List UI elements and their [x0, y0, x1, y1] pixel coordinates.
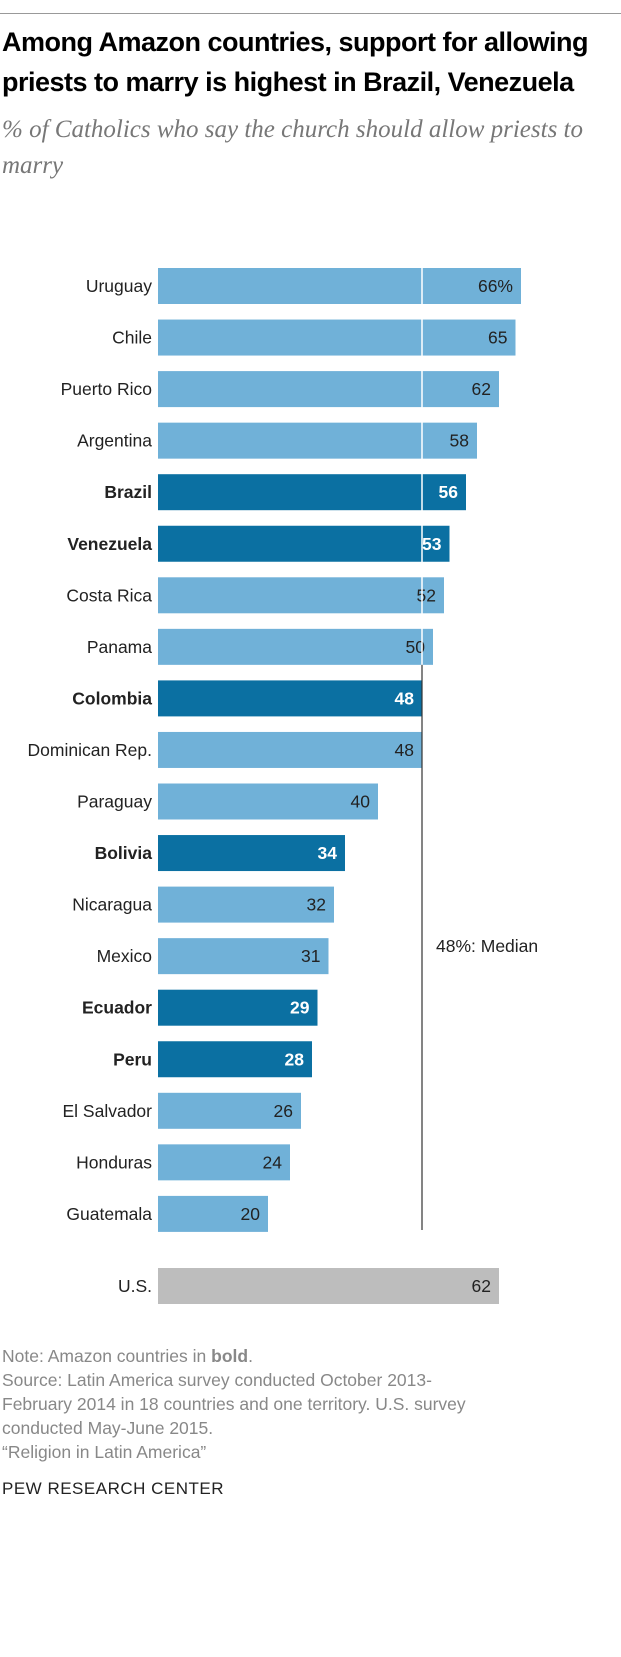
bar: [158, 938, 329, 975]
top-rule: [0, 13, 621, 14]
bar: [158, 1195, 268, 1232]
value-label: 52: [417, 585, 436, 605]
category-label: Honduras: [76, 1152, 152, 1172]
bar: [158, 783, 378, 820]
category-label: Ecuador: [82, 998, 152, 1018]
source-line-3: conducted May-June 2015.: [2, 1418, 214, 1438]
value-label: 48: [395, 688, 415, 708]
bar: [158, 1041, 312, 1078]
note-bold: bold: [211, 1346, 249, 1366]
value-label: 28: [285, 1049, 305, 1069]
brand-label: PEW RESEARCH CENTER: [2, 1479, 225, 1498]
bar: [158, 422, 477, 459]
bar: [158, 989, 318, 1026]
value-label: 20: [241, 1204, 261, 1224]
category-label: U.S.: [118, 1276, 152, 1296]
note-block: Note: Amazon countries in bold. Source: …: [2, 1344, 619, 1464]
category-label: Puerto Rico: [61, 379, 152, 399]
chart-title: Among Amazon countries, support for allo…: [2, 27, 589, 97]
bar: [158, 628, 433, 665]
note-prefix: Note: Amazon countries in: [2, 1346, 212, 1366]
value-label: 24: [263, 1152, 283, 1172]
median-label: 48%: Median: [436, 936, 538, 956]
category-label: Nicaragua: [72, 895, 152, 915]
bar: [158, 371, 499, 408]
note-suffix: .: [248, 1346, 253, 1366]
value-label: 34: [318, 843, 338, 863]
bar: [158, 1144, 290, 1181]
category-label: Brazil: [104, 482, 152, 502]
category-label: Mexico: [97, 946, 152, 966]
chart-subtitle: % of Catholics who say the church should…: [2, 116, 584, 179]
value-label: 26: [274, 1101, 293, 1121]
value-label: 56: [439, 482, 459, 502]
bar: [158, 731, 422, 768]
bar-chart: Uruguay 66% Chile 65 Puerto Rico 62 Argentina 5…: [28, 266, 538, 1304]
category-label: Paraguay: [77, 792, 152, 812]
value-label: 62: [472, 1276, 491, 1296]
category-label: Costa Rica: [66, 585, 152, 605]
bar: [158, 319, 516, 356]
bar: [158, 525, 450, 562]
bar: [158, 886, 334, 923]
value-label: 31: [301, 946, 320, 966]
category-label: Colombia: [72, 688, 152, 708]
category-label: Bolivia: [95, 843, 153, 863]
value-label: 40: [351, 792, 371, 812]
bar: [158, 835, 345, 872]
bar: [158, 1268, 499, 1304]
bar: [158, 474, 466, 511]
category-label: Dominican Rep.: [28, 740, 153, 760]
category-label: Chile: [112, 328, 152, 348]
value-label: 48: [395, 740, 414, 760]
category-label: Guatemala: [66, 1204, 152, 1224]
bar: [158, 1092, 301, 1129]
value-label: 50: [406, 637, 426, 657]
value-label: 32: [307, 895, 326, 915]
category-label: Panama: [87, 637, 152, 657]
source-line-2: February 2014 in 18 countries and one te…: [2, 1394, 466, 1414]
value-label: 62: [472, 379, 491, 399]
value-label: 58: [450, 431, 469, 451]
bar: [158, 680, 422, 717]
category-label: Argentina: [77, 431, 152, 451]
chart-header: Among Amazon countries, support for allo…: [2, 22, 619, 184]
footer: Note: Amazon countries in bold. Source: …: [2, 1344, 619, 1500]
source-line-1: Source: Latin America survey conducted O…: [2, 1370, 432, 1390]
bar: [158, 268, 521, 304]
category-label: Peru: [113, 1049, 152, 1069]
value-label: 65: [488, 328, 507, 348]
report-title: “Religion in Latin America”: [2, 1442, 207, 1462]
value-label: 66%: [478, 276, 513, 296]
category-label: El Salvador: [63, 1101, 153, 1121]
category-label: Venezuela: [67, 534, 152, 554]
bar: [158, 577, 444, 614]
value-label: 29: [290, 998, 310, 1018]
category-label: Uruguay: [86, 276, 152, 296]
value-label: 53: [422, 534, 442, 554]
